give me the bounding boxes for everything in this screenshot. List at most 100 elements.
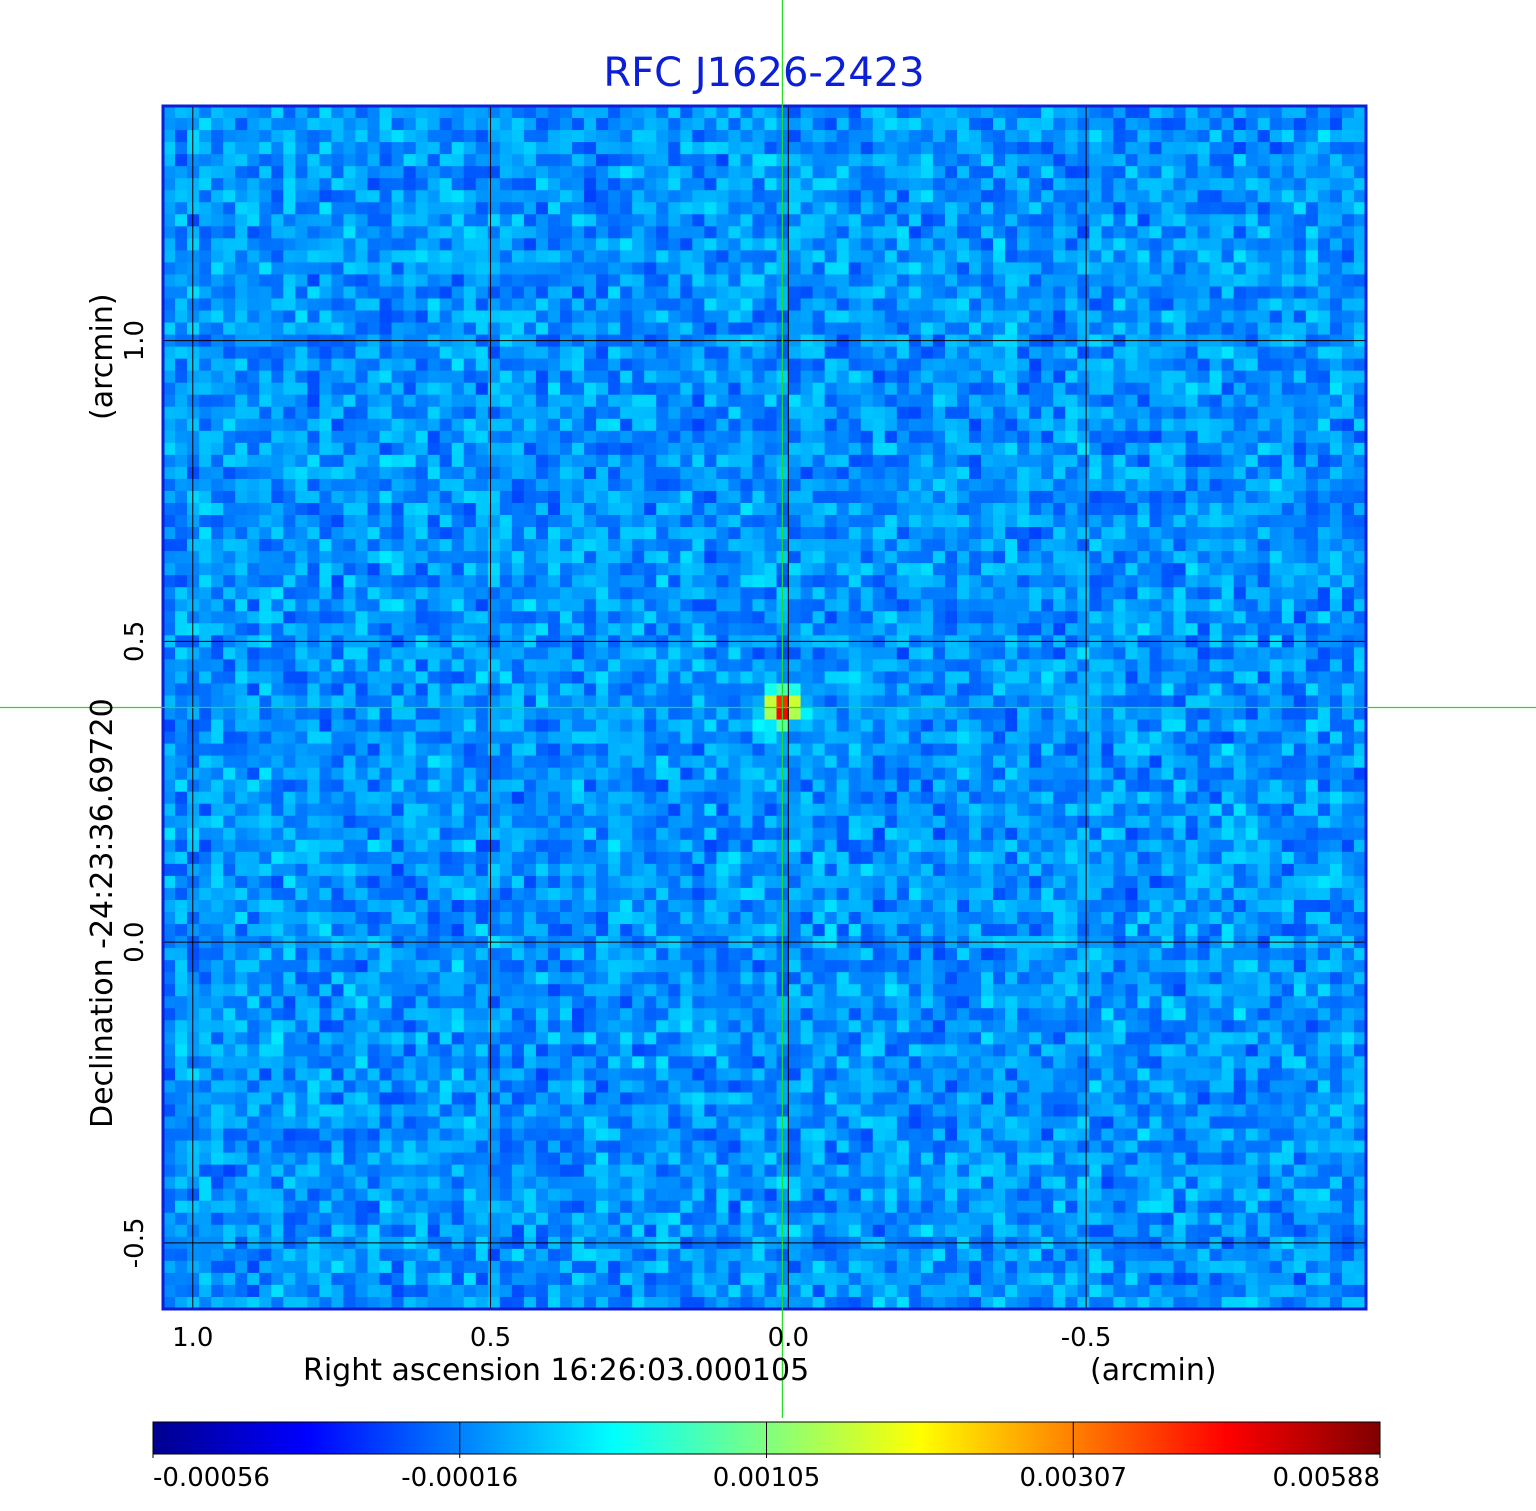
heatmap-cell <box>969 478 982 492</box>
heatmap-cell <box>535 322 549 336</box>
heatmap-cell <box>451 406 465 420</box>
heatmap-cell <box>319 623 333 636</box>
heatmap-cell <box>1041 442 1054 456</box>
heatmap-cell <box>692 683 705 697</box>
heatmap-cell <box>620 527 633 540</box>
heatmap-cell <box>319 671 333 685</box>
heatmap-cell <box>1065 286 1078 300</box>
heatmap-cell <box>680 370 693 384</box>
heatmap-cell <box>1269 238 1283 251</box>
heatmap-cell <box>969 106 982 119</box>
heatmap-cell <box>343 563 357 576</box>
heatmap-cell <box>211 563 224 576</box>
heatmap-cell <box>1113 466 1126 480</box>
heatmap-cell <box>584 298 597 312</box>
heatmap-cell <box>163 130 176 143</box>
heatmap-cell <box>175 154 188 167</box>
heatmap-cell <box>1209 454 1223 468</box>
heatmap-cell <box>355 286 369 300</box>
heatmap-cell <box>824 286 838 300</box>
heatmap-cell <box>1101 466 1114 480</box>
heatmap-cell <box>944 442 958 456</box>
heatmap-cell <box>848 430 862 444</box>
heatmap-cell <box>1041 226 1054 239</box>
heatmap-cell <box>559 346 573 360</box>
heatmap-cell <box>692 515 705 528</box>
heatmap-cell <box>523 310 537 324</box>
heatmap-cell <box>295 118 308 131</box>
heatmap-cell <box>355 346 369 360</box>
heatmap-cell <box>295 370 308 384</box>
heatmap-cell <box>283 250 296 263</box>
heatmap-cell <box>1017 346 1030 360</box>
heatmap-cell <box>1041 346 1054 360</box>
heatmap-cell <box>1017 238 1030 251</box>
heatmap-cell <box>1209 430 1223 444</box>
heatmap-cell <box>463 695 477 709</box>
heatmap-cell <box>704 214 717 227</box>
heatmap-cell <box>1137 166 1151 179</box>
heatmap-cell <box>307 406 320 420</box>
heatmap-cell <box>1101 190 1114 203</box>
heatmap-cell <box>1161 142 1175 155</box>
heatmap-cell <box>1029 346 1042 360</box>
heatmap-cell <box>1233 683 1247 697</box>
heatmap-cell <box>403 166 417 179</box>
heatmap-cell <box>608 466 621 480</box>
heatmap-cell <box>1341 298 1355 312</box>
heatmap-cell <box>439 599 453 612</box>
heatmap-cell <box>1149 466 1163 480</box>
heatmap-cell <box>175 130 188 143</box>
heatmap-cell <box>632 442 645 456</box>
heatmap-cell <box>1233 454 1247 468</box>
heatmap-cell <box>969 250 982 263</box>
heatmap-cell <box>1209 527 1223 540</box>
heatmap-cell <box>259 178 272 191</box>
heatmap-cell <box>175 118 188 131</box>
heatmap-cell <box>1089 466 1102 480</box>
heatmap-cell <box>981 430 994 444</box>
heatmap-cell <box>1125 490 1139 504</box>
heatmap-cell <box>788 262 802 276</box>
heatmap-cell <box>211 358 224 372</box>
heatmap-cell <box>559 298 573 312</box>
heatmap-cell <box>1137 587 1151 600</box>
heatmap-cell <box>439 515 453 528</box>
heatmap-cell <box>547 671 561 685</box>
heatmap-cell <box>559 563 573 576</box>
heatmap-cell <box>584 118 597 131</box>
heatmap-cell <box>391 406 405 420</box>
heatmap-cell <box>547 166 561 179</box>
heatmap-cell <box>1281 214 1295 227</box>
heatmap-cell <box>355 358 369 372</box>
heatmap-cell <box>403 563 417 576</box>
heatmap-cell <box>319 142 333 155</box>
heatmap-cell <box>175 683 188 697</box>
heatmap-cell <box>1077 515 1090 528</box>
heatmap-cell <box>1077 539 1090 552</box>
heatmap-cell <box>680 671 693 685</box>
heatmap-cell <box>343 286 357 300</box>
heatmap-cell <box>932 202 946 215</box>
heatmap-cell <box>788 671 802 685</box>
heatmap-cell <box>463 178 477 191</box>
heatmap-cell <box>1065 298 1078 312</box>
heatmap-cell <box>848 322 862 336</box>
heatmap-cell <box>1041 214 1054 227</box>
heatmap-cell <box>981 551 994 564</box>
heatmap-cell <box>1137 490 1151 504</box>
heatmap-cell <box>800 515 814 528</box>
heatmap-cell <box>740 118 754 131</box>
heatmap-cell <box>1329 394 1343 408</box>
heatmap-cell <box>1017 515 1030 528</box>
heatmap-cell <box>716 130 730 143</box>
heatmap-cell <box>1329 527 1343 540</box>
heatmap-cell <box>1353 226 1366 239</box>
heatmap-cell <box>223 527 236 540</box>
heatmap-cell <box>656 647 669 660</box>
heatmap-cell <box>848 118 862 131</box>
heatmap-cell <box>1233 478 1247 492</box>
heatmap-cell <box>932 490 946 504</box>
heatmap-cell <box>788 575 802 588</box>
heatmap-cell <box>523 466 537 480</box>
